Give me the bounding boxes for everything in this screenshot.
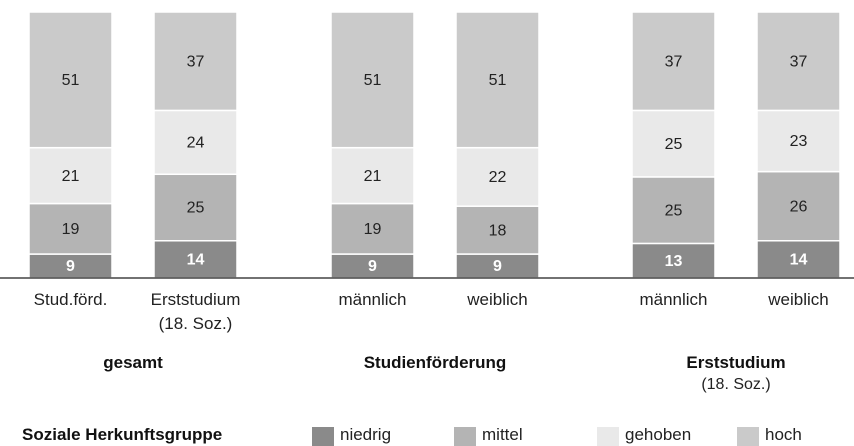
bar-segment bbox=[455, 146, 540, 207]
legend-swatch bbox=[454, 427, 476, 446]
group-label: Studienförderung bbox=[363, 353, 507, 372]
value-label: 21 bbox=[364, 168, 382, 185]
value-label: 14 bbox=[790, 252, 808, 269]
bar-segment bbox=[28, 202, 113, 255]
bar-segment bbox=[756, 170, 841, 242]
value-label: 19 bbox=[364, 221, 382, 238]
bar-segment bbox=[455, 205, 540, 255]
group-note: (18. Soz.) bbox=[701, 376, 771, 393]
value-label: 9 bbox=[66, 258, 75, 275]
value-label: 9 bbox=[368, 258, 377, 275]
group-label: Erststudium bbox=[686, 353, 786, 372]
legend-label: mittel bbox=[482, 425, 523, 444]
bar-segment bbox=[756, 240, 841, 279]
value-label: 37 bbox=[187, 53, 205, 70]
category-label: Erststudium (18. Soz.) bbox=[150, 290, 241, 333]
category-label: Stud.förd. bbox=[33, 290, 108, 309]
bar-segment bbox=[455, 11, 540, 149]
value-label: 22 bbox=[489, 169, 507, 186]
legend-swatch bbox=[312, 427, 334, 446]
category-label: weiblich bbox=[467, 290, 528, 309]
bar-segment bbox=[28, 146, 113, 205]
legend-label: gehoben bbox=[625, 425, 692, 444]
value-label: 25 bbox=[665, 202, 683, 219]
bar-segment bbox=[330, 202, 415, 255]
bar-segment bbox=[153, 173, 238, 242]
value-label: 25 bbox=[665, 136, 683, 153]
bar-segment bbox=[756, 109, 841, 173]
bar-segment bbox=[631, 11, 716, 112]
value-label: 37 bbox=[790, 53, 808, 70]
value-label: 25 bbox=[187, 200, 205, 217]
category-label: weiblich bbox=[768, 290, 829, 309]
value-label: 26 bbox=[790, 198, 808, 215]
category-label: männlich bbox=[338, 290, 407, 309]
bar-segment bbox=[631, 109, 716, 178]
value-label: 51 bbox=[489, 72, 507, 89]
bar-segment bbox=[153, 11, 238, 112]
legend-swatch bbox=[597, 427, 619, 446]
bar-segment bbox=[631, 176, 716, 245]
value-label: 9 bbox=[493, 258, 502, 275]
legend-label: hoch bbox=[765, 425, 802, 444]
value-label: 24 bbox=[187, 135, 205, 152]
bar-segment bbox=[28, 11, 113, 149]
value-label: 19 bbox=[62, 221, 80, 238]
legend-title: Soziale Herkunftsgruppe bbox=[22, 425, 223, 444]
value-label: 51 bbox=[364, 72, 382, 89]
bar-segment bbox=[330, 146, 415, 205]
bar-segment bbox=[330, 11, 415, 149]
value-label: 23 bbox=[790, 133, 808, 150]
value-label: 13 bbox=[665, 253, 683, 270]
value-label: 14 bbox=[187, 252, 205, 269]
group-label: gesamt bbox=[103, 353, 163, 372]
value-label: 51 bbox=[62, 72, 80, 89]
value-label: 18 bbox=[489, 222, 507, 239]
bar-segment bbox=[153, 240, 238, 279]
value-label: 37 bbox=[665, 53, 683, 70]
legend-swatch bbox=[737, 427, 759, 446]
category-label: männlich bbox=[639, 290, 708, 309]
bar-segment bbox=[153, 109, 238, 176]
legend-label: niedrig bbox=[340, 425, 392, 444]
bar-segment bbox=[756, 11, 841, 112]
value-label: 21 bbox=[62, 168, 80, 185]
